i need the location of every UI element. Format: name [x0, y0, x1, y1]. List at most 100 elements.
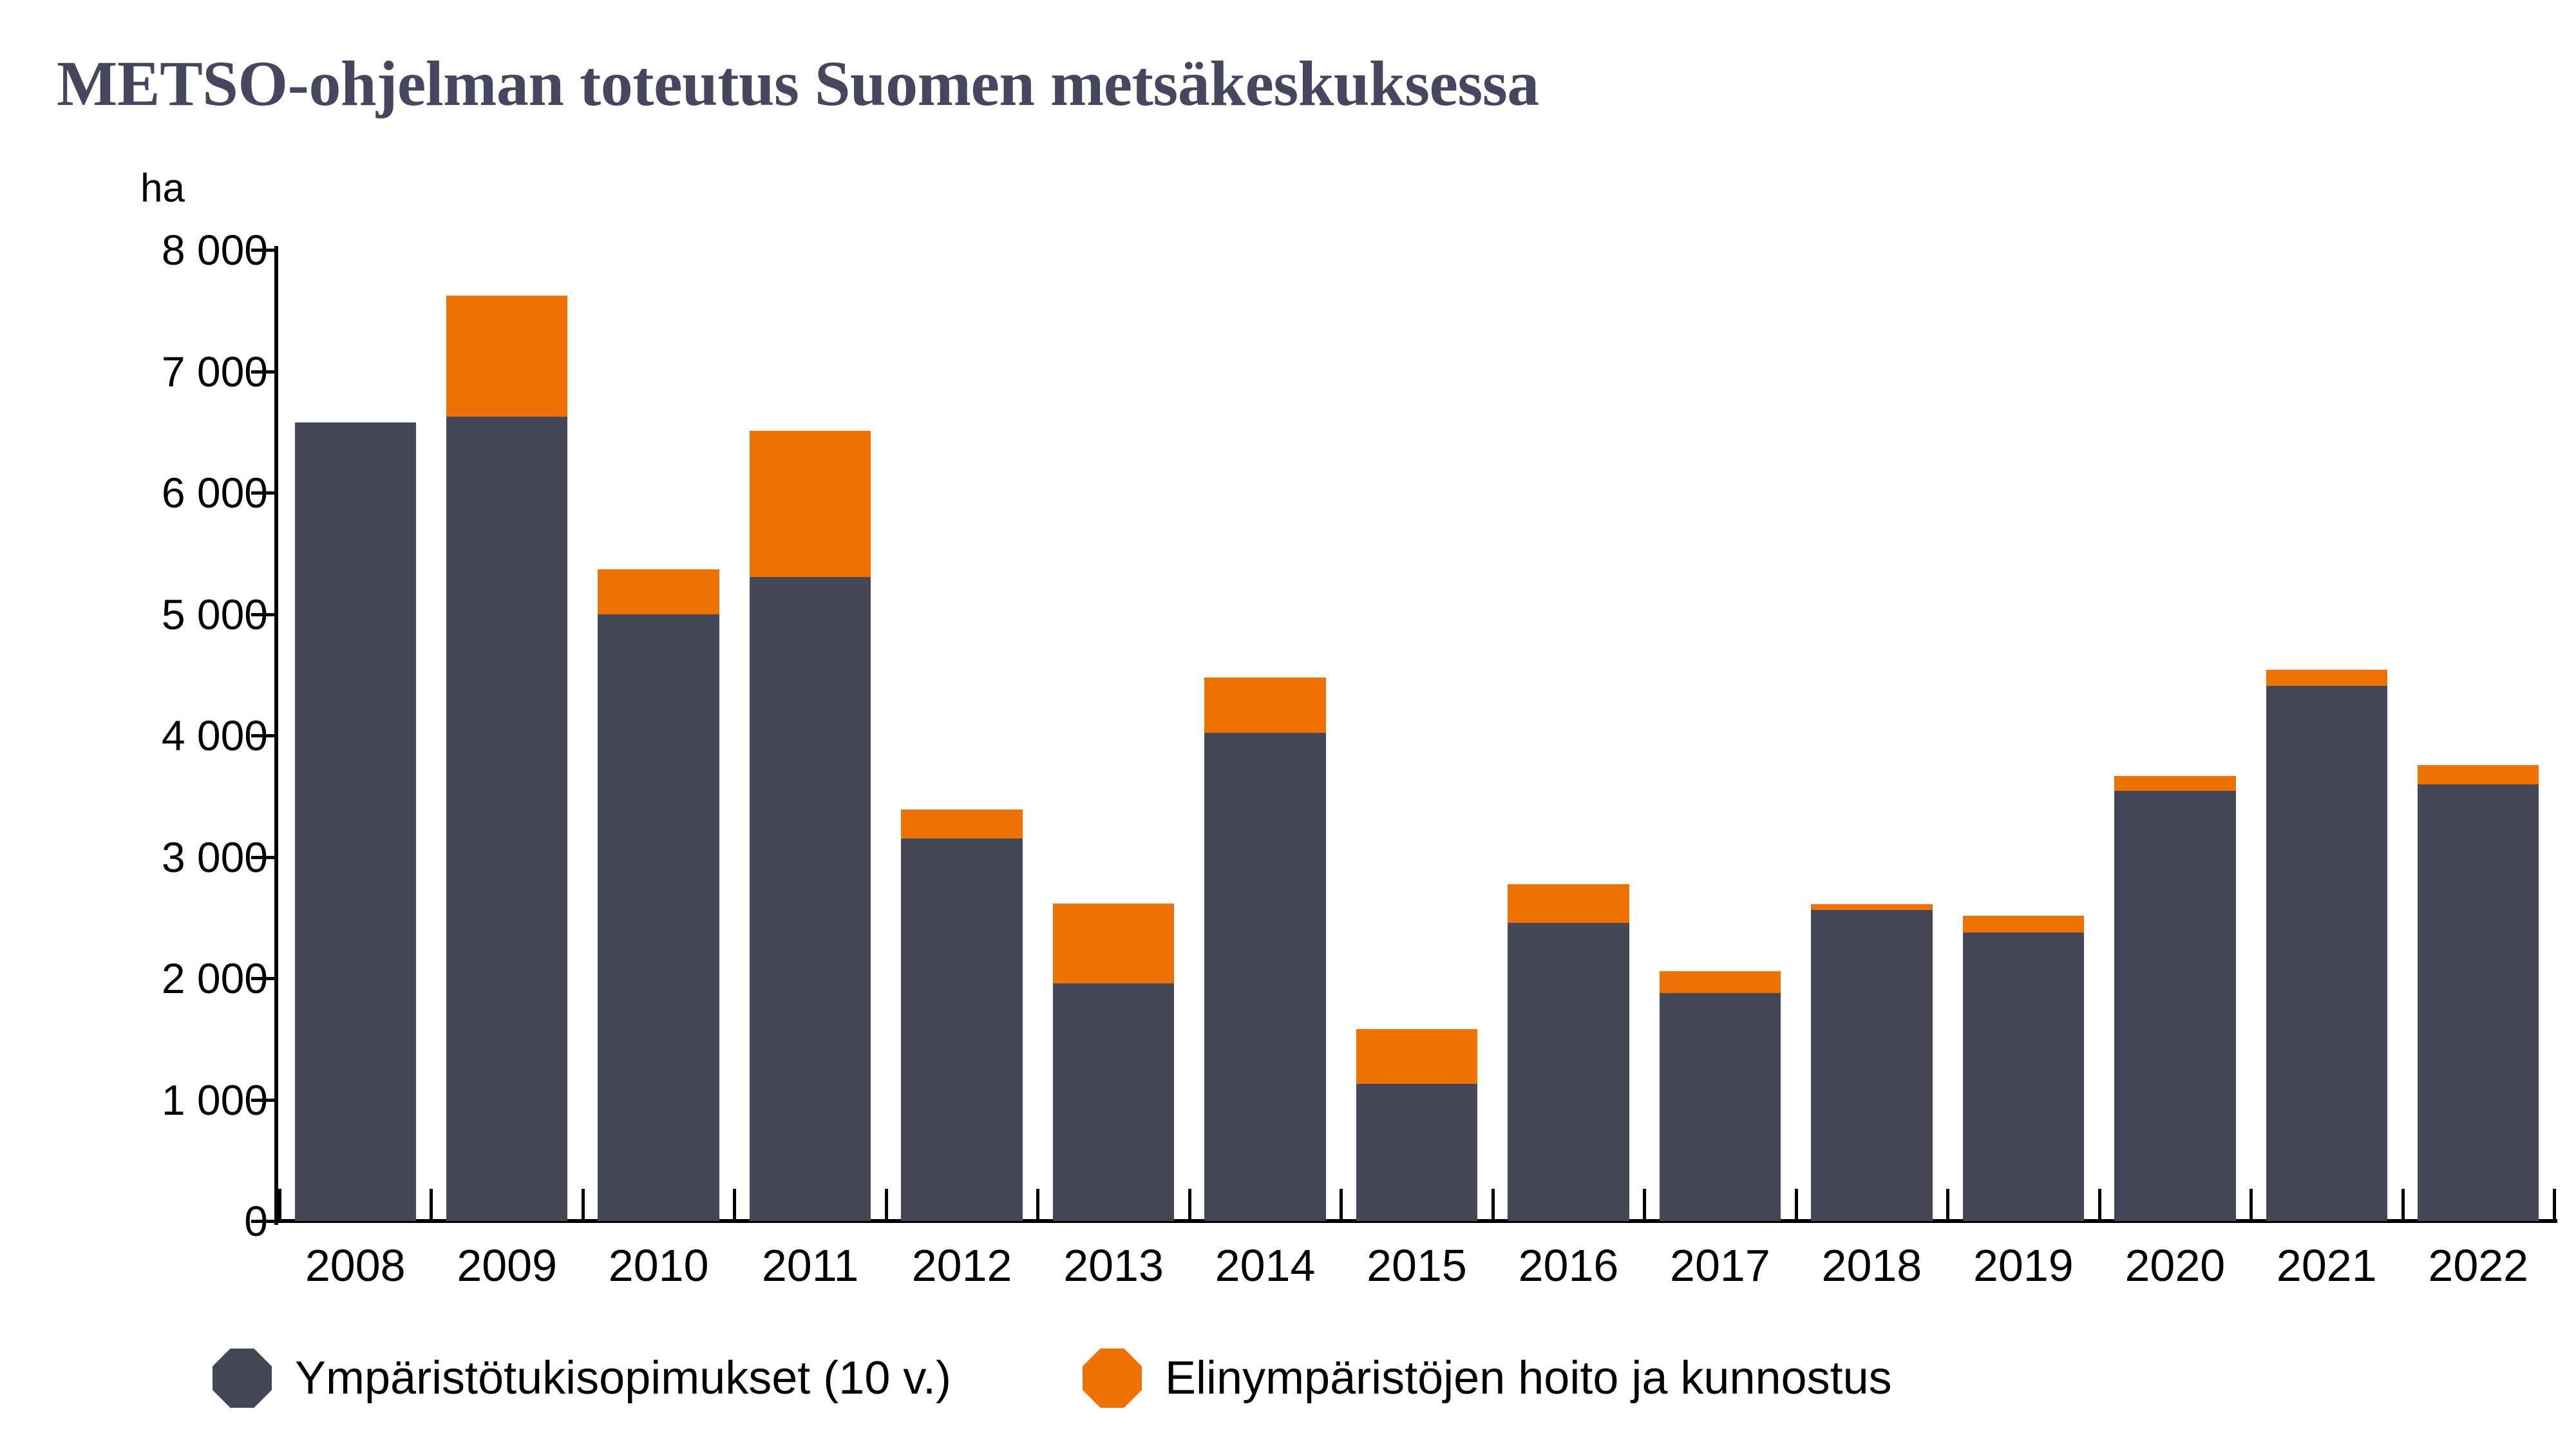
y-axis-unit-label: ha	[140, 166, 185, 211]
bar-group[interactable]	[1204, 677, 1326, 1221]
y-axis-tick	[251, 977, 277, 980]
bar-group[interactable]	[446, 295, 568, 1221]
legend-label-ymparistotuki: Ympäristötukisopimukset (10 v.)	[295, 1352, 952, 1404]
bar-segment-elinymparistot[interactable]	[1204, 677, 1326, 734]
legend-item-elinymparistot[interactable]: Elinympäristöjen hoito ja kunnostus	[1083, 1336, 1892, 1420]
x-axis-tick	[733, 1189, 737, 1221]
bar-segment-ymparistotuki[interactable]	[598, 614, 719, 1221]
x-axis-tick-label: 2013	[1063, 1240, 1164, 1291]
bar-segment-ymparistotuki[interactable]	[294, 422, 416, 1221]
x-axis-tick	[2249, 1189, 2253, 1221]
bar-segment-ymparistotuki[interactable]	[901, 838, 1023, 1221]
y-axis-tick	[251, 1098, 277, 1102]
x-axis-tick-label: 2020	[2125, 1240, 2226, 1291]
chart-legend: Ympäristötukisopimukset (10 v.) Elinympä…	[213, 1336, 1892, 1420]
bar-group[interactable]	[598, 569, 719, 1221]
bar-group[interactable]	[1811, 904, 1933, 1221]
legend-label-elinymparistot: Elinympäristöjen hoito ja kunnostus	[1165, 1352, 1892, 1404]
bar-segment-ymparistotuki[interactable]	[1508, 923, 1629, 1221]
bar-segment-elinymparistot[interactable]	[1052, 904, 1175, 983]
bar-segment-elinymparistot[interactable]	[2418, 765, 2539, 785]
x-axis-tick	[1340, 1189, 1343, 1221]
x-axis-tick	[1491, 1189, 1495, 1221]
x-axis-tick	[278, 1189, 281, 1221]
plot-area	[277, 250, 2550, 1221]
y-axis-tick-label: 4 000	[161, 712, 268, 759]
bar-segment-elinymparistot[interactable]	[1811, 904, 1933, 911]
y-axis-tick	[251, 734, 277, 737]
y-axis-tick-label: 1 000	[161, 1075, 268, 1124]
x-axis-line	[274, 1219, 2557, 1223]
x-axis-tick	[2401, 1189, 2405, 1221]
bar-group[interactable]	[1356, 1029, 1478, 1221]
bar-group[interactable]	[749, 430, 871, 1221]
bar-segment-ymparistotuki[interactable]	[2266, 685, 2387, 1221]
bar-segment-ymparistotuki[interactable]	[446, 417, 568, 1221]
y-axis-tick-label: 6 000	[161, 469, 268, 516]
bar-group[interactable]	[1962, 915, 2085, 1221]
x-axis-tick	[884, 1189, 888, 1221]
bar-segment-elinymparistot[interactable]	[1356, 1029, 1478, 1084]
x-axis-tick	[1036, 1189, 1040, 1221]
x-axis-tick-label: 2017	[1670, 1240, 1770, 1291]
x-axis-tick	[2098, 1189, 2101, 1221]
bar-group[interactable]	[1508, 884, 1629, 1221]
bar-segment-ymparistotuki[interactable]	[2418, 784, 2539, 1221]
x-axis-tick	[1643, 1189, 1647, 1221]
x-axis-tick	[1946, 1189, 1950, 1221]
bar-segment-ymparistotuki[interactable]	[1356, 1084, 1478, 1221]
x-axis-tick-label: 2019	[1973, 1240, 2074, 1291]
bar-group[interactable]	[1659, 971, 1781, 1221]
x-axis-tick	[1188, 1189, 1191, 1221]
bar-group[interactable]	[2114, 776, 2236, 1221]
y-axis-tick	[251, 1220, 277, 1223]
y-axis-tick	[251, 491, 277, 495]
y-axis-tick	[251, 249, 277, 252]
x-axis-tick-label: 2018	[1821, 1240, 1922, 1291]
bar-segment-elinymparistot[interactable]	[446, 295, 568, 417]
bar-segment-elinymparistot[interactable]	[749, 430, 871, 578]
bar-segment-elinymparistot[interactable]	[1659, 971, 1781, 993]
x-axis-tick	[581, 1189, 585, 1221]
legend-item-ymparistotuki[interactable]: Ympäristötukisopimukset (10 v.)	[213, 1336, 951, 1420]
bar-segment-ymparistotuki[interactable]	[1962, 933, 2085, 1221]
bar-segment-elinymparistot[interactable]	[2114, 776, 2236, 791]
x-axis-tick	[430, 1189, 433, 1221]
x-axis-tick-label: 2012	[911, 1240, 1012, 1291]
bar-segment-ymparistotuki[interactable]	[2114, 790, 2236, 1221]
bar-group[interactable]	[1052, 904, 1175, 1221]
bar-group[interactable]	[2266, 670, 2387, 1221]
y-axis-tick-label: 8 000	[161, 226, 268, 274]
bar-segment-elinymparistot[interactable]	[1508, 884, 1629, 923]
bar-segment-elinymparistot[interactable]	[901, 810, 1023, 839]
bar-segment-ymparistotuki[interactable]	[1052, 983, 1175, 1221]
y-axis-tick-label: 2 000	[161, 954, 268, 1002]
y-axis-tick-label: 7 000	[161, 347, 268, 395]
x-axis-tick-label: 2008	[305, 1240, 406, 1291]
bar-segment-ymparistotuki[interactable]	[1659, 992, 1781, 1221]
x-axis-tick	[1794, 1189, 1798, 1221]
y-axis-tick-label: 3 000	[161, 833, 268, 881]
octagon-marker-icon	[1083, 1349, 1142, 1408]
y-axis-tick	[251, 612, 277, 616]
bar-segment-ymparistotuki[interactable]	[749, 577, 871, 1221]
bar-segment-elinymparistot[interactable]	[1962, 915, 2085, 933]
bar-group[interactable]	[901, 810, 1023, 1221]
x-axis-tick-label: 2022	[2428, 1240, 2529, 1291]
bar-segment-ymparistotuki[interactable]	[1204, 733, 1326, 1221]
y-axis-tick-label: 0	[244, 1197, 268, 1245]
x-axis-tick-label: 2011	[761, 1240, 859, 1291]
x-axis-tick-label: 2009	[457, 1240, 558, 1291]
x-axis-tick-label: 2021	[2276, 1240, 2377, 1291]
bar-segment-ymparistotuki[interactable]	[1811, 910, 1933, 1221]
legend-spacer	[951, 1378, 1083, 1379]
bar-segment-elinymparistot[interactable]	[2266, 670, 2387, 686]
x-axis-tick-label: 2016	[1518, 1240, 1619, 1291]
bar-group[interactable]	[294, 422, 416, 1221]
y-axis-tick	[251, 370, 277, 374]
bar-group[interactable]	[2418, 765, 2539, 1221]
x-axis-tick	[2553, 1189, 2556, 1221]
bar-segment-elinymparistot[interactable]	[598, 569, 719, 614]
octagon-marker-icon	[213, 1349, 272, 1408]
